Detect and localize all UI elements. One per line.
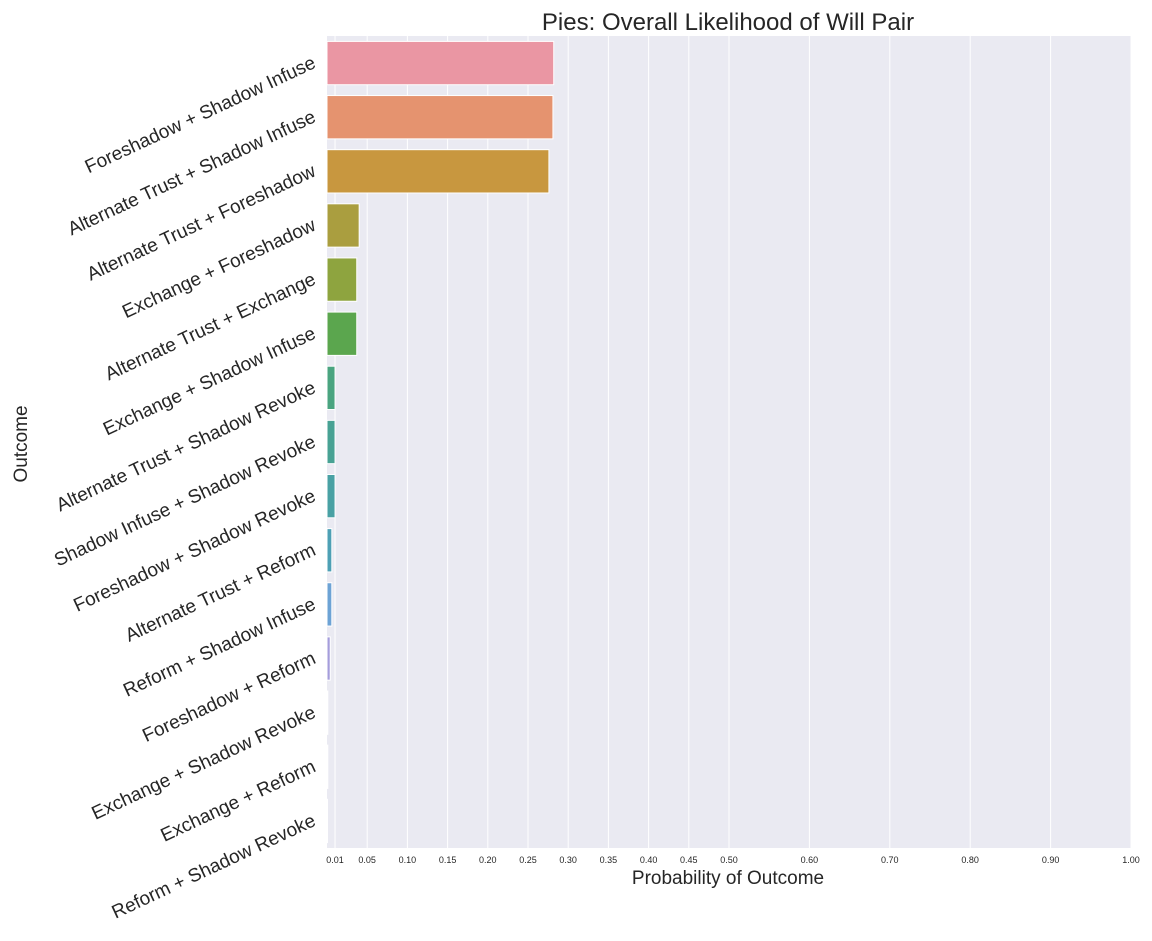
x-tick-label: 0.45 <box>680 855 698 865</box>
bar <box>326 203 360 248</box>
bar <box>326 311 358 356</box>
bar <box>326 473 336 519</box>
bar <box>326 95 554 140</box>
x-axis-label: Probability of Outcome <box>632 868 824 889</box>
x-tick-label: 0.20 <box>479 855 497 865</box>
y-tick-label: Reform + Shadow Infuse <box>120 594 319 702</box>
x-tick-label: 0.25 <box>519 855 537 865</box>
bars <box>326 40 555 844</box>
bar <box>326 149 550 194</box>
x-tick-label: 0.10 <box>399 855 417 865</box>
bar <box>326 798 328 844</box>
y-tick-label: Exchange + Foreshadow <box>119 215 319 323</box>
y-tick-label: Alternate Trust + Reform <box>122 540 319 647</box>
x-tick-label: 0.01 <box>326 855 344 865</box>
x-tick-label: 1.00 <box>1122 855 1140 865</box>
x-tick-label: 0.40 <box>640 855 658 865</box>
bar <box>326 582 333 627</box>
bar <box>326 744 329 789</box>
bar <box>326 690 329 735</box>
x-tick-label: 0.70 <box>881 855 899 865</box>
chart-title: Pies: Overall Likelihood of Will Pair <box>542 9 914 36</box>
x-tick-label: 0.60 <box>801 855 819 865</box>
bar <box>326 40 555 86</box>
x-tick-label: 0.35 <box>600 855 618 865</box>
x-tick-label: 0.30 <box>559 855 577 865</box>
x-tick-labels: 0.01 0.05 0.10 0.15 0.20 0.25 0.30 0.35 0.40 0.45… <box>326 855 1139 865</box>
y-tick-label: Exchange + Shadow Infuse <box>100 323 319 440</box>
x-tick-label: 0.50 <box>720 855 738 865</box>
bar <box>326 636 331 681</box>
bar <box>326 419 336 465</box>
y-tick-label: Reform + Shadow Revoke <box>109 810 319 923</box>
x-tick-label: 0.05 <box>358 855 376 865</box>
bar <box>326 365 336 411</box>
x-tick-label: 0.80 <box>961 855 979 865</box>
y-axis-label: Outcome <box>11 405 32 482</box>
bar <box>326 257 358 302</box>
x-tick-label: 0.90 <box>1042 855 1060 865</box>
x-tick-label: 0.15 <box>439 855 457 865</box>
y-tick-label: Alternate Trust + Exchange <box>102 269 319 385</box>
bar <box>326 528 333 573</box>
